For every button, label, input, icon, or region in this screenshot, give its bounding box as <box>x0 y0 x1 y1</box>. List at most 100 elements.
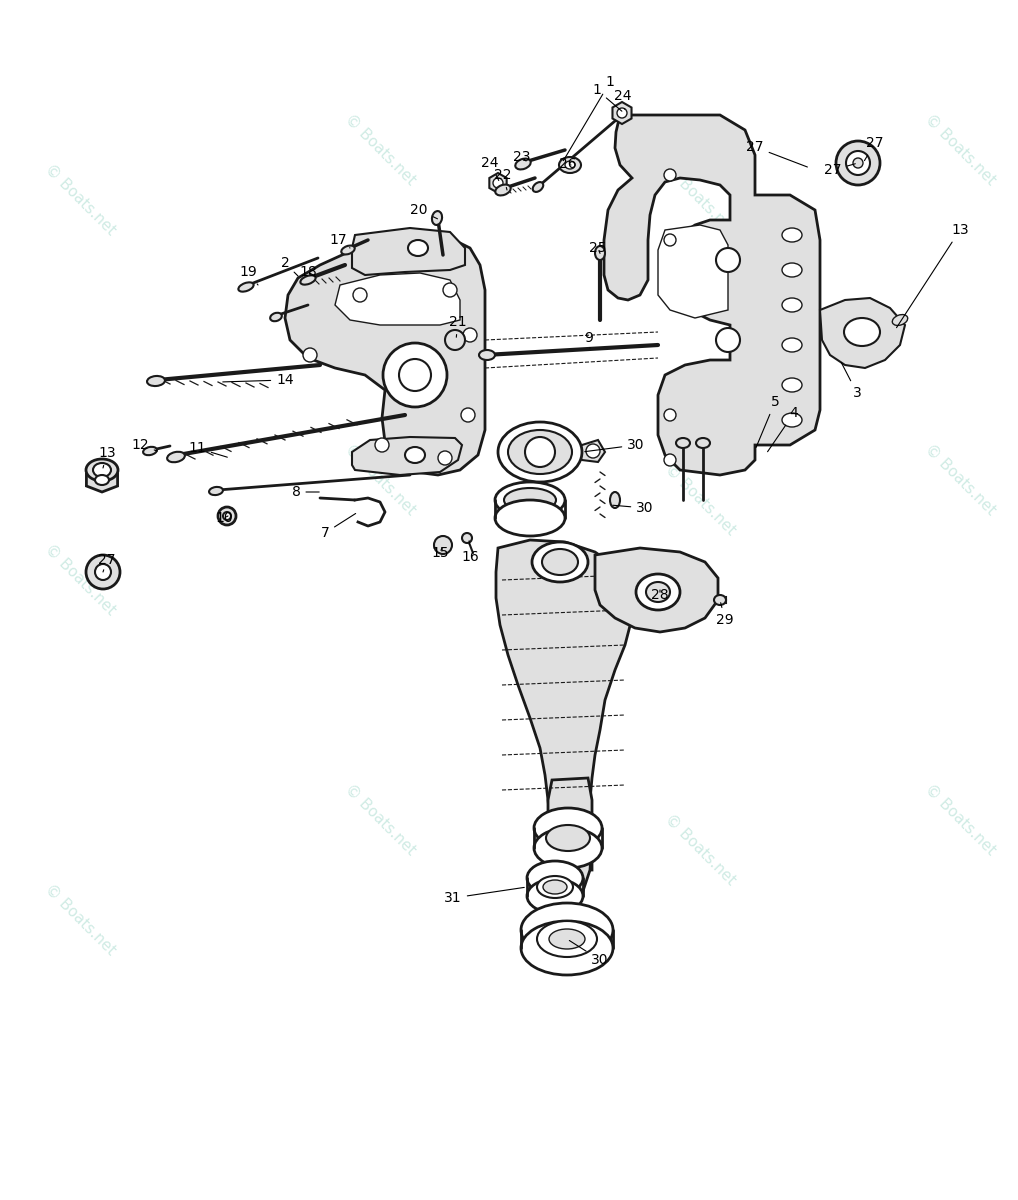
Text: 11: 11 <box>188 440 227 457</box>
Ellipse shape <box>664 169 676 181</box>
Ellipse shape <box>270 313 282 322</box>
Ellipse shape <box>93 463 111 476</box>
Text: 25: 25 <box>589 241 607 254</box>
Text: 31: 31 <box>444 888 524 905</box>
Ellipse shape <box>399 359 431 391</box>
Text: 5: 5 <box>756 395 780 448</box>
Text: © Boats.net: © Boats.net <box>42 882 118 959</box>
Text: 27: 27 <box>99 553 116 572</box>
Text: 26: 26 <box>559 157 577 170</box>
Polygon shape <box>613 102 631 124</box>
Ellipse shape <box>893 314 908 325</box>
Polygon shape <box>352 228 465 275</box>
Ellipse shape <box>853 158 863 168</box>
Ellipse shape <box>341 246 354 254</box>
Ellipse shape <box>714 595 726 605</box>
Polygon shape <box>575 440 605 462</box>
Ellipse shape <box>782 413 802 427</box>
Text: © Boats.net: © Boats.net <box>921 112 999 188</box>
Ellipse shape <box>586 444 600 458</box>
Text: 17: 17 <box>329 233 350 248</box>
Ellipse shape <box>443 283 457 296</box>
Ellipse shape <box>636 574 680 610</box>
Text: © Boats.net: © Boats.net <box>662 162 738 239</box>
Polygon shape <box>548 778 592 914</box>
Ellipse shape <box>405 446 425 463</box>
Ellipse shape <box>782 263 802 277</box>
Text: 27: 27 <box>825 163 855 176</box>
Text: 8: 8 <box>291 485 320 499</box>
Polygon shape <box>490 173 507 193</box>
Text: 24: 24 <box>482 156 499 180</box>
Ellipse shape <box>664 454 676 466</box>
Ellipse shape <box>434 536 452 554</box>
Ellipse shape <box>782 378 802 392</box>
Ellipse shape <box>595 246 605 260</box>
Ellipse shape <box>95 475 109 485</box>
Ellipse shape <box>86 554 120 589</box>
Ellipse shape <box>86 458 118 481</box>
Ellipse shape <box>610 492 620 508</box>
Ellipse shape <box>144 446 157 455</box>
Ellipse shape <box>844 318 880 346</box>
Text: 30: 30 <box>613 502 654 515</box>
Ellipse shape <box>534 808 602 848</box>
Text: 13: 13 <box>897 223 969 328</box>
Ellipse shape <box>462 533 472 542</box>
Text: 30: 30 <box>569 941 609 967</box>
Ellipse shape <box>782 228 802 242</box>
Ellipse shape <box>521 902 613 958</box>
Ellipse shape <box>445 330 465 350</box>
Text: 15: 15 <box>432 546 449 560</box>
Text: 27: 27 <box>864 136 884 161</box>
Ellipse shape <box>300 275 316 284</box>
Text: 13: 13 <box>98 446 116 468</box>
Ellipse shape <box>527 862 583 895</box>
Text: 1: 1 <box>563 74 615 161</box>
Ellipse shape <box>495 500 565 536</box>
Ellipse shape <box>463 328 477 342</box>
Ellipse shape <box>408 240 428 256</box>
Text: 1: 1 <box>592 83 622 112</box>
Text: © Boats.net: © Boats.net <box>662 462 738 539</box>
Polygon shape <box>352 437 462 475</box>
Polygon shape <box>87 468 118 492</box>
Text: 12: 12 <box>131 438 158 452</box>
Ellipse shape <box>498 422 582 482</box>
Ellipse shape <box>521 922 613 974</box>
Ellipse shape <box>432 211 442 224</box>
Ellipse shape <box>546 826 590 851</box>
Ellipse shape <box>532 542 588 582</box>
Ellipse shape <box>538 922 597 958</box>
Text: 27: 27 <box>746 140 807 167</box>
Ellipse shape <box>664 234 676 246</box>
Ellipse shape <box>495 482 565 518</box>
Ellipse shape <box>223 512 231 520</box>
Ellipse shape <box>782 338 802 352</box>
Ellipse shape <box>534 828 602 868</box>
Polygon shape <box>604 115 821 475</box>
Text: 28: 28 <box>652 588 669 602</box>
Text: 21: 21 <box>449 314 467 337</box>
Ellipse shape <box>515 158 530 169</box>
Ellipse shape <box>218 506 236 526</box>
Text: © Boats.net: © Boats.net <box>342 112 418 188</box>
Ellipse shape <box>542 550 578 575</box>
Text: 19: 19 <box>239 265 258 284</box>
Ellipse shape <box>543 880 567 894</box>
Text: 20: 20 <box>410 203 438 218</box>
Text: 23: 23 <box>513 150 530 164</box>
Ellipse shape <box>209 487 223 496</box>
Text: 2: 2 <box>281 256 298 276</box>
Text: 18: 18 <box>299 265 317 278</box>
Text: 7: 7 <box>321 514 355 540</box>
Text: 9: 9 <box>584 331 593 348</box>
Ellipse shape <box>646 582 670 602</box>
Polygon shape <box>285 235 485 475</box>
Ellipse shape <box>353 288 367 302</box>
Text: 10: 10 <box>215 511 233 526</box>
Text: © Boats.net: © Boats.net <box>42 541 118 618</box>
Text: 24: 24 <box>614 89 632 109</box>
Ellipse shape <box>559 157 581 173</box>
Ellipse shape <box>383 343 447 407</box>
